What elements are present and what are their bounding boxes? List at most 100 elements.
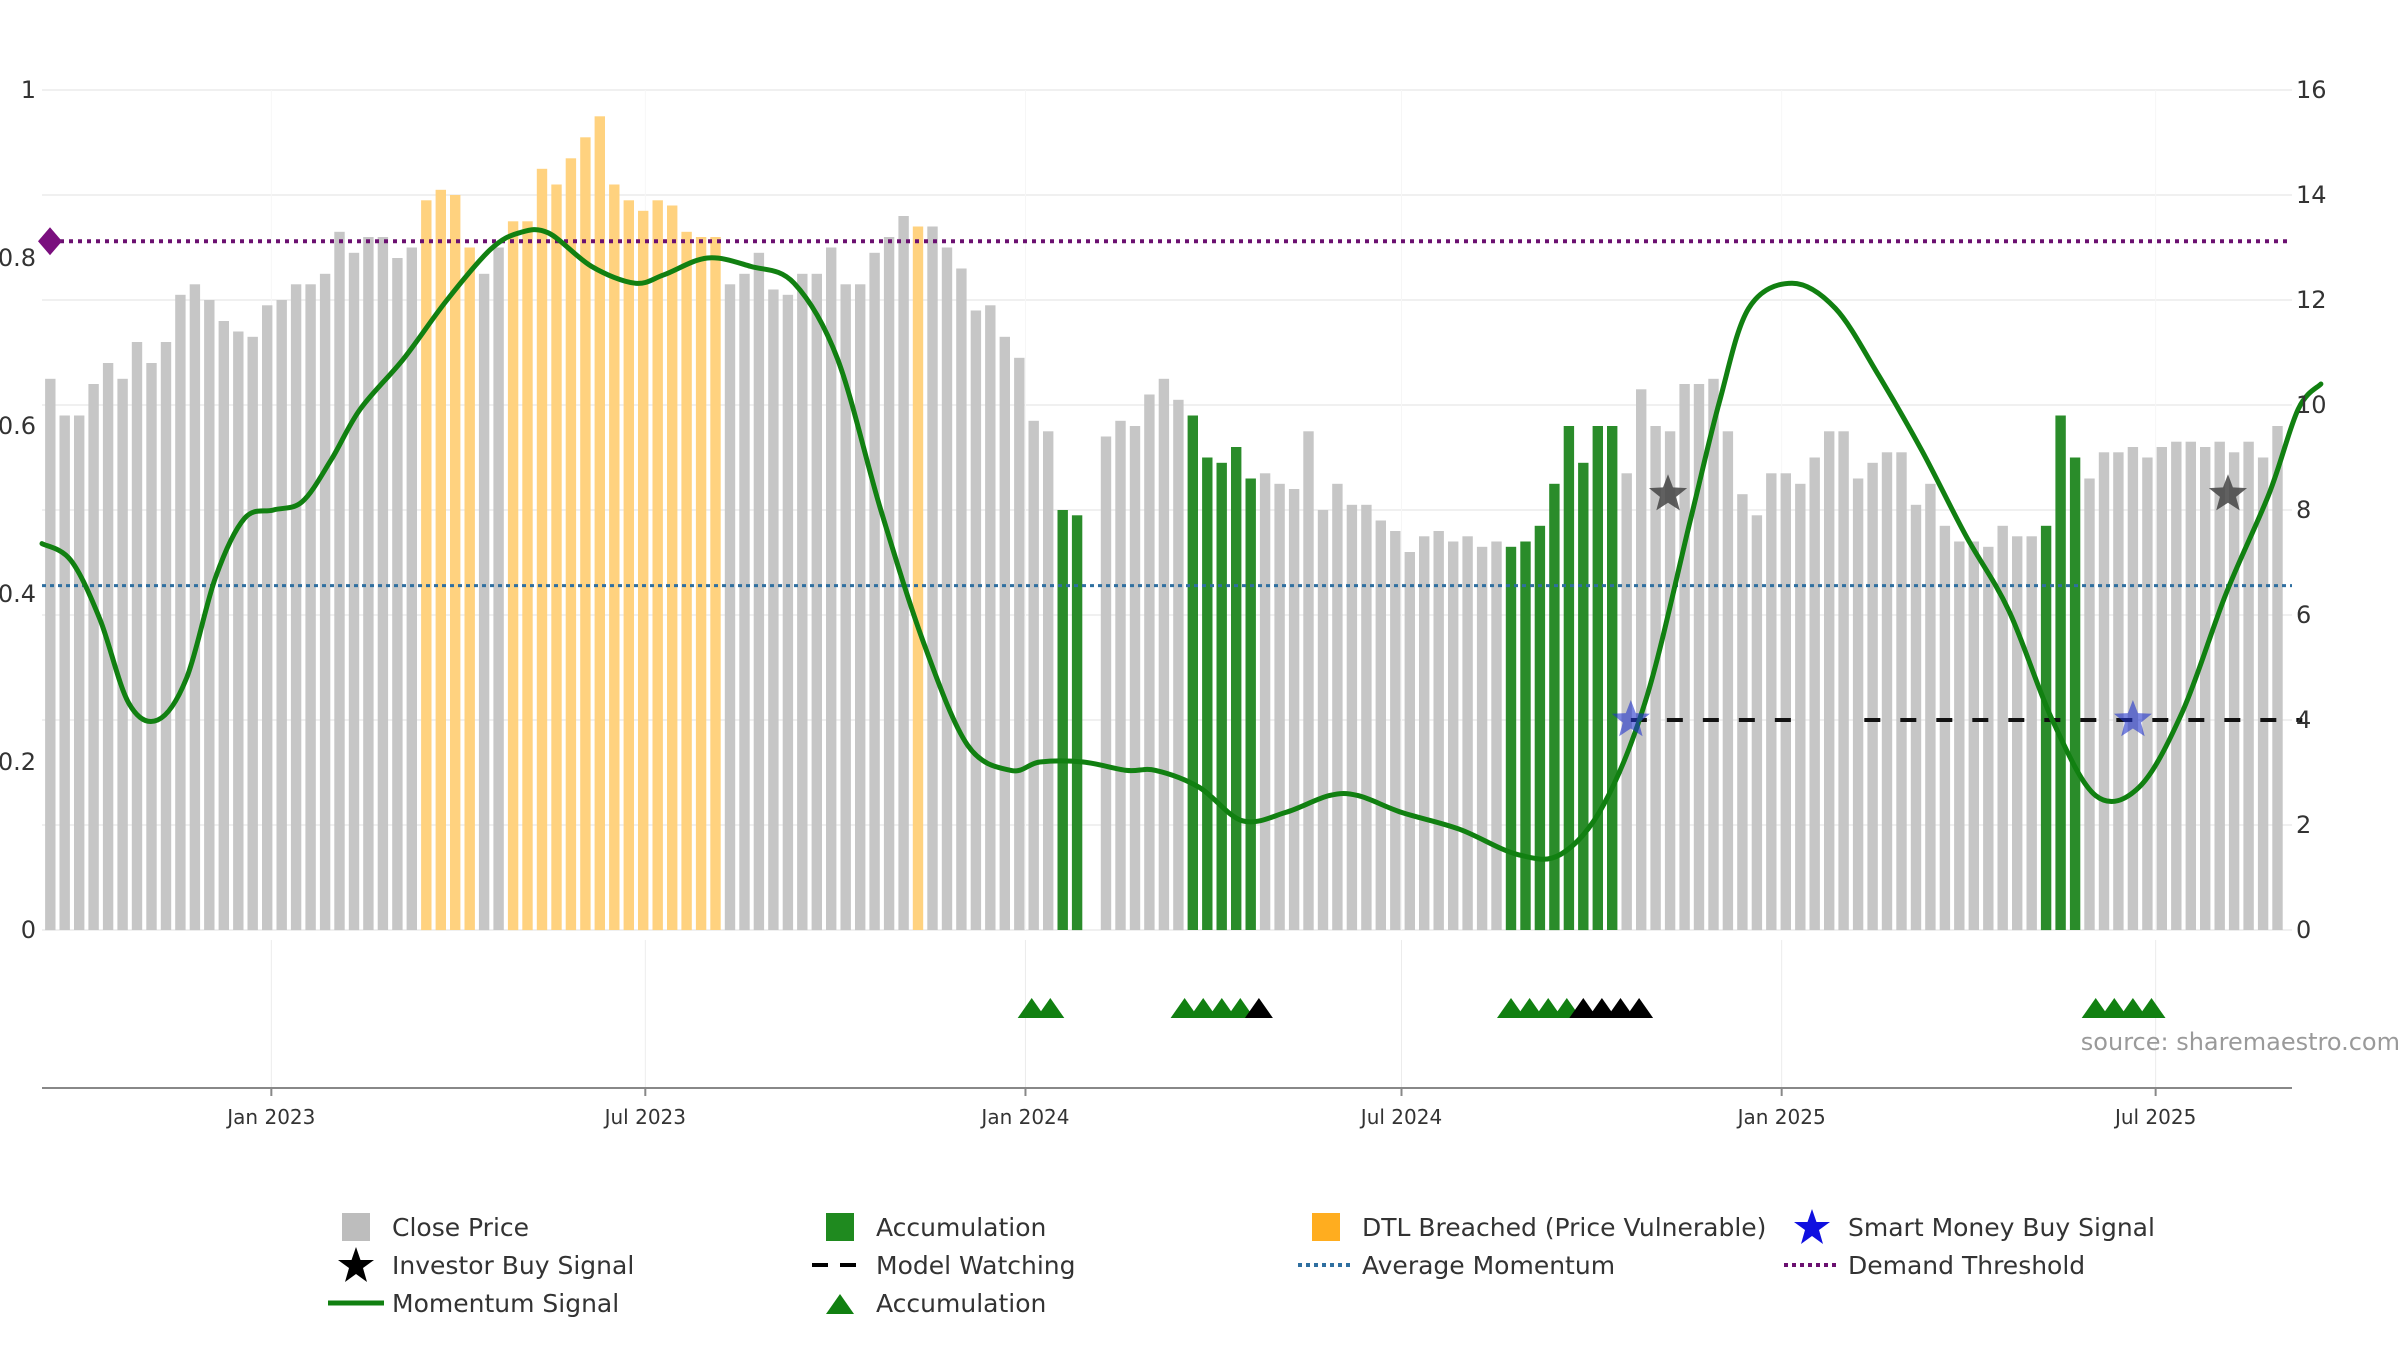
close-price-bar: [1448, 541, 1459, 930]
close-price-bar: [1274, 483, 1285, 931]
close-price-bar: [1925, 483, 1936, 931]
dtl-breached-bar: [536, 168, 548, 931]
close-price-bar: [1997, 525, 2008, 931]
close-price-bar: [2098, 452, 2110, 931]
accumulation-bar: [2040, 525, 2052, 931]
accumulation-triangle-icon: [1036, 998, 1065, 1018]
close-price-bar: [826, 247, 837, 930]
close-price-bar: [1809, 457, 1820, 930]
close-price-bar: [493, 247, 504, 930]
close-price-bar: [768, 289, 779, 930]
left-axis-tick-label: 0.4: [0, 580, 36, 608]
right-axis-tick-label: 8: [2296, 496, 2311, 524]
close-price-bar: [74, 415, 85, 930]
close-price-bar: [1491, 541, 1502, 930]
close-price-bar: [88, 384, 99, 930]
close-price-bar: [2171, 441, 2182, 930]
legend-item-accumulation: Accumulation: [810, 1210, 1046, 1244]
close-price-bar: [2243, 441, 2254, 930]
close-price-bar: [782, 294, 794, 931]
close-price-bar: [1852, 478, 1864, 930]
close-price-bar: [1462, 536, 1473, 931]
dtl-breached-bar: [421, 200, 432, 931]
close-price-bar: [2214, 441, 2225, 930]
close-price-bar: [2026, 536, 2037, 931]
close-price-bar: [941, 247, 953, 930]
dtl-breached-bar: [551, 184, 562, 930]
accumulation-triangle-icon: [1207, 998, 1236, 1018]
close-price-bar: [45, 378, 56, 931]
legend-item-average-momentum: Average Momentum: [1296, 1248, 1615, 1282]
momentum-signal-line: [39, 227, 2324, 862]
right-axis-tick-label: 12: [2296, 286, 2327, 314]
dtl-breached-bar: [652, 200, 663, 931]
close-price-bar: [898, 216, 909, 930]
close-price-bar: [1043, 431, 1054, 931]
accumulation-triangle-icon: [2081, 998, 2110, 1018]
signal-markers: [1017, 474, 2247, 1018]
accumulation-bar: [1563, 426, 1575, 930]
x-tick-label: Jan 2023: [225, 1105, 315, 1129]
close-price-bar: [305, 284, 316, 931]
x-tick-label: Jul 2023: [603, 1105, 686, 1129]
close-price-bar: [927, 226, 938, 930]
close-price-bar: [2200, 447, 2211, 930]
close-price-bar: [956, 268, 967, 930]
triangle-green-icon: [810, 1286, 870, 1320]
right-axis-tick-label: 14: [2296, 181, 2327, 209]
accumulation-triangle-icon: [2137, 998, 2166, 1018]
close-price-bar: [2142, 457, 2153, 930]
legend-item-smart-money: Smart Money Buy Signal: [1782, 1209, 2155, 1244]
watch-triangle-icon: [1587, 998, 1616, 1018]
investor-buy-star-icon: [1649, 474, 1688, 511]
close-price-bar: [1939, 525, 1951, 931]
dtl-breached-bar: [667, 205, 678, 930]
close-price-bar: [59, 415, 70, 930]
smart-money-star-icon: [1611, 700, 1650, 737]
axes: Jan 2023 Jul 2023 Jan 2024 Jul 2024 Jan 2025…: [0, 76, 2327, 1129]
close-price-bar: [117, 378, 128, 931]
watch-triangle-icon: [1625, 998, 1654, 1018]
dtl-breached-bar: [594, 116, 605, 931]
close-price-bar: [160, 342, 172, 930]
close-price-bar: [753, 252, 765, 931]
close-price-bar: [1433, 531, 1444, 930]
close-price-bar: [131, 342, 143, 930]
left-axis-tick-label: 0: [21, 916, 36, 944]
close-price-bar: [999, 336, 1010, 931]
watch-triangle-icon: [1606, 998, 1635, 1018]
close-price-bar: [1419, 536, 1430, 931]
legend-label: Accumulation: [876, 1212, 1047, 1242]
legend-item-demand-threshold: Demand Threshold: [1782, 1248, 2085, 1282]
accumulation-bar: [2055, 415, 2066, 930]
close-price-bar: [1361, 504, 1372, 931]
accumulation-bar: [1187, 415, 1198, 930]
close-price-bar: [739, 273, 750, 931]
close-price-bar: [883, 237, 895, 930]
close-price-bar: [1636, 389, 1647, 931]
dtl-breached-bar: [695, 237, 707, 930]
close-price-bar: [348, 252, 360, 931]
close-price-bar: [840, 284, 851, 931]
close-price-bar: [1375, 520, 1386, 930]
legend-label: Model Watching: [876, 1250, 1076, 1280]
square-orange-icon: [1296, 1210, 1356, 1244]
close-price-bar: [1621, 473, 1632, 930]
legend-label: Accumulation: [876, 1288, 1047, 1318]
close-price-bar: [1983, 546, 1994, 931]
close-price-bar: [1303, 431, 1314, 931]
accumulation-bar: [1216, 462, 1227, 931]
square-grey-icon: [326, 1210, 386, 1244]
close-price-bar: [2272, 426, 2283, 930]
legend-item-dtl-breached: DTL Breached (Price Vulnerable): [1296, 1210, 1766, 1244]
accumulation-triangle-icon: [2100, 998, 2129, 1018]
left-axis-tick-label: 0.2: [0, 748, 36, 776]
left-axis-tick-label: 1: [21, 76, 36, 104]
left-axis-tick-label: 0.6: [0, 412, 36, 440]
legend-label: DTL Breached (Price Vulnerable): [1362, 1212, 1767, 1242]
accumulation-bar: [1578, 462, 1589, 931]
close-price-bar: [1129, 426, 1141, 930]
square-green-icon: [810, 1210, 870, 1244]
close-price-bar: [1708, 378, 1719, 931]
accumulation-bar: [1505, 546, 1517, 931]
